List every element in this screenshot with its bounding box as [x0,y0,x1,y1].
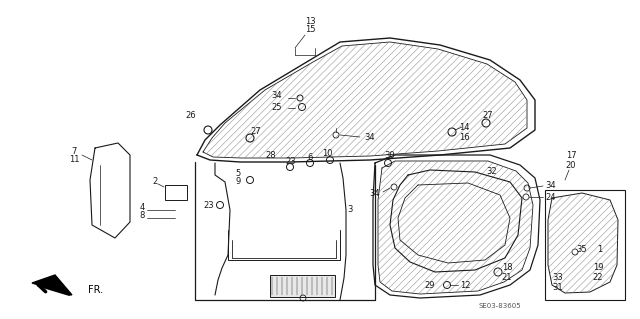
Text: 8: 8 [140,211,145,220]
Text: 27: 27 [251,127,261,136]
Text: 21: 21 [502,272,512,281]
Text: 13: 13 [305,18,316,26]
Text: 9: 9 [236,177,241,187]
Text: 1: 1 [597,246,603,255]
Text: 23: 23 [285,157,296,166]
Text: 27: 27 [483,110,493,120]
Text: 19: 19 [593,263,604,272]
Text: 34: 34 [365,133,375,143]
Text: 32: 32 [486,167,497,176]
Text: 14: 14 [459,123,469,132]
Text: FR.: FR. [88,285,103,295]
Text: 20: 20 [566,160,576,169]
Text: 16: 16 [459,132,469,142]
Text: 34: 34 [369,189,380,197]
Text: 34: 34 [271,92,282,100]
Text: 5: 5 [236,169,241,179]
Text: 4: 4 [140,204,145,212]
Text: 22: 22 [593,272,604,281]
Text: 2: 2 [152,177,157,187]
Text: 23: 23 [204,201,214,210]
Text: 35: 35 [577,246,588,255]
Text: 28: 28 [266,151,276,160]
Text: 6: 6 [307,152,313,161]
Text: 25: 25 [271,102,282,112]
Text: 24: 24 [545,194,556,203]
Text: 11: 11 [68,155,79,165]
Bar [165,185,187,200]
Text: 34: 34 [545,181,556,189]
Text: 31: 31 [553,283,563,292]
Text: 7: 7 [71,146,77,155]
Text: 17: 17 [566,152,576,160]
Bar [545,190,625,300]
Text: 18: 18 [502,263,512,272]
Text: SE03-83605: SE03-83605 [479,303,522,309]
Polygon shape [32,275,72,295]
Text: 30: 30 [385,151,396,160]
Text: 3: 3 [348,205,353,214]
Bar [270,275,335,297]
Text: 10: 10 [322,150,332,159]
Text: 12: 12 [460,280,470,290]
Text: 29: 29 [425,280,435,290]
Text: 33: 33 [552,273,563,283]
Text: 15: 15 [305,26,316,34]
Text: 26: 26 [186,112,196,121]
